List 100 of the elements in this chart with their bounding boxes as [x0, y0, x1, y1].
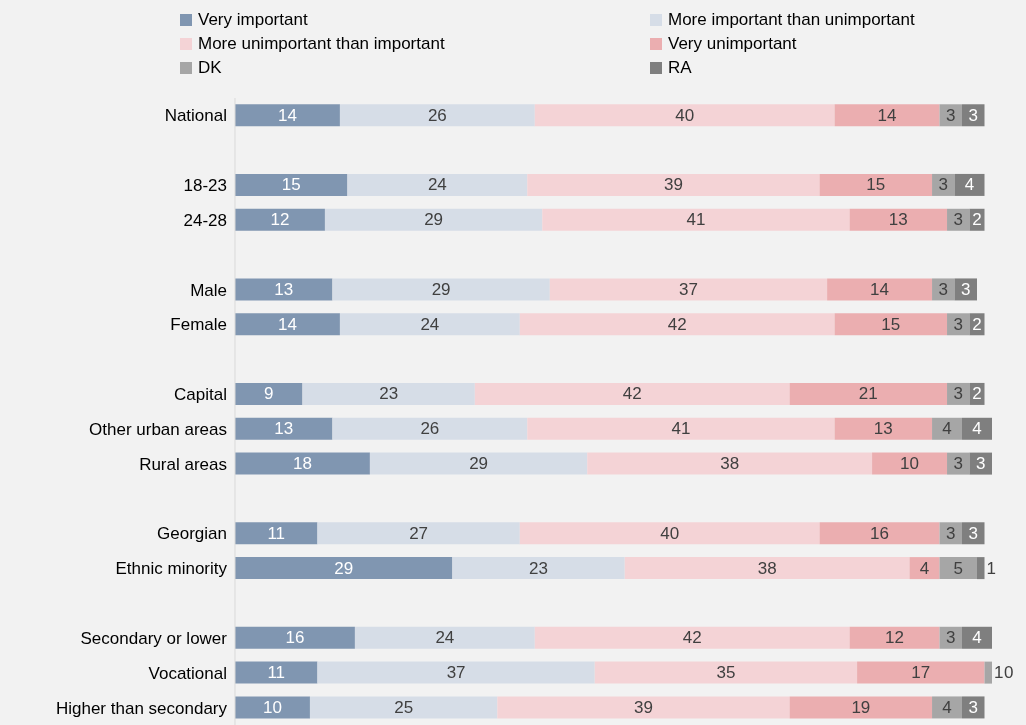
bar: [369, 452, 588, 475]
legend-label: Very unimportant: [668, 34, 797, 54]
legend-label: Very important: [198, 10, 308, 30]
y-tick-label: National: [164, 106, 227, 126]
legend-label: DK: [198, 58, 222, 78]
data-label: 29: [424, 210, 444, 230]
bar: [594, 661, 858, 684]
data-label: 42: [682, 628, 702, 648]
bar: [834, 104, 940, 127]
bar: [977, 557, 985, 580]
data-label: 37: [678, 279, 698, 299]
legend-label: RA: [668, 58, 692, 78]
bar: [235, 313, 340, 336]
bar: [235, 417, 333, 440]
data-label: 38: [720, 454, 740, 474]
y-tick-label: Secondary or lower: [80, 628, 228, 648]
bar: [339, 313, 520, 336]
data-label: 23: [529, 558, 549, 578]
data-label: 14: [278, 314, 297, 334]
y-tick-label: Vocational: [148, 663, 227, 683]
bar: [235, 557, 453, 580]
data-label: 14: [278, 105, 297, 125]
data-label: 11: [267, 523, 286, 543]
y-tick-label: Higher than secondary: [55, 698, 228, 718]
data-label: 38: [757, 558, 777, 578]
bar: [962, 626, 992, 649]
data-label: 3: [946, 105, 956, 125]
data-label: 16: [870, 523, 890, 543]
data-label: 3: [938, 175, 949, 195]
data-label: 4: [919, 558, 930, 578]
data-label: 2: [972, 384, 982, 404]
y-tick-label: Georgian: [157, 524, 227, 544]
bar: [549, 278, 828, 301]
data-label: 24: [435, 628, 455, 648]
data-label: 3: [946, 523, 956, 543]
bar: [235, 696, 310, 719]
data-label: 18: [292, 454, 312, 474]
data-label: 3: [961, 279, 971, 299]
data-label: 4: [964, 175, 975, 195]
data-label: 3: [946, 628, 956, 648]
data-label: 16: [285, 628, 305, 648]
bar: [497, 696, 790, 719]
data-label: 11: [267, 663, 286, 683]
bar: [789, 382, 948, 405]
data-label: 40: [675, 105, 695, 125]
data-label: 17: [911, 663, 931, 683]
data-label: 5: [953, 558, 964, 578]
data-label: 40: [660, 523, 680, 543]
bar: [452, 557, 625, 580]
data-label: 3: [968, 105, 978, 125]
data-label: 24: [427, 175, 447, 195]
bar: [932, 417, 963, 440]
data-label: 19: [851, 697, 871, 717]
legend-label: More unimportant than important: [198, 34, 445, 54]
bar: [309, 696, 498, 719]
data-label: 3: [968, 697, 978, 717]
data-label: 15: [881, 314, 901, 334]
data-label: 12: [270, 210, 290, 230]
data-label: 37: [446, 663, 466, 683]
bar: [962, 417, 992, 440]
data-label: 2: [972, 210, 982, 230]
bar: [235, 382, 303, 405]
bar: [827, 278, 933, 301]
bar: [332, 417, 528, 440]
y-tick-label: 24-28: [183, 210, 227, 230]
bar: [939, 557, 978, 580]
data-label: 15: [281, 175, 301, 195]
data-label: 29: [431, 279, 451, 299]
y-tick-label: Capital: [174, 385, 227, 405]
data-label: 13: [888, 210, 908, 230]
y-tick-label: 18-23: [183, 176, 227, 196]
bar: [317, 522, 520, 545]
y-tick-label: Rural areas: [139, 454, 227, 474]
data-label: 26: [427, 105, 447, 125]
data-label: 39: [664, 175, 683, 195]
bar: [302, 382, 475, 405]
data-label: 10: [900, 454, 920, 474]
bar: [235, 626, 355, 649]
bar: [849, 208, 948, 231]
y-tick-label: Ethnic minority: [115, 559, 228, 579]
data-label: 4: [942, 697, 952, 717]
bar: [354, 626, 535, 649]
data-label: 14: [877, 105, 897, 125]
bar: [332, 278, 550, 301]
y-tick-label: Other urban areas: [89, 419, 227, 439]
data-label: 42: [622, 384, 642, 404]
data-label: 42: [667, 314, 687, 334]
bar: [954, 173, 985, 196]
data-label: 13: [274, 419, 294, 439]
data-label: 24: [420, 314, 440, 334]
data-label: 41: [686, 210, 706, 230]
bar: [235, 661, 318, 684]
data-label: 3: [953, 314, 964, 334]
data-label: 27: [409, 523, 429, 543]
bar: [519, 313, 835, 336]
bar: [339, 104, 535, 127]
bar: [347, 173, 528, 196]
bar: [834, 313, 948, 336]
data-label: 29: [469, 454, 489, 474]
bar: [789, 696, 933, 719]
